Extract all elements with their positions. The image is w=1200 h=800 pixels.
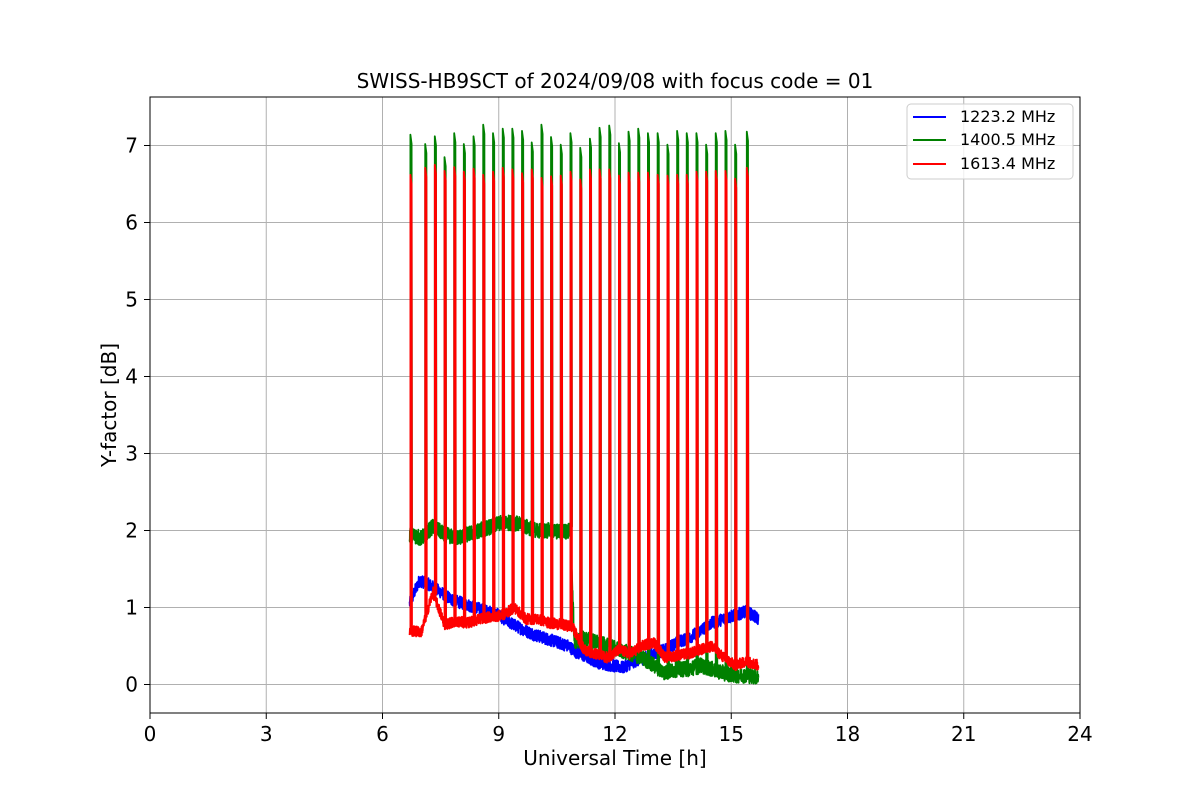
y-axis-label: Y-factor [dB] <box>97 343 121 468</box>
x-tick-label: 15 <box>719 722 744 746</box>
legend: 1223.2 MHz 1400.5 MHz 1613.4 MHz <box>906 103 1074 180</box>
x-tick-label: 0 <box>144 722 157 746</box>
y-tick-label: 4 <box>125 365 138 389</box>
x-tick-label: 9 <box>492 722 505 746</box>
y-tick-label: 3 <box>125 442 138 466</box>
y-tick-label: 0 <box>125 673 138 697</box>
x-tick-label: 18 <box>835 722 860 746</box>
series-layer <box>408 123 760 685</box>
y-tick-label: 5 <box>125 288 138 312</box>
series-line-12232 <box>408 575 760 674</box>
x-tick-label: 12 <box>602 722 627 746</box>
legend-label-1223: 1223.2 MHz <box>960 107 1055 126</box>
legend-frame <box>906 103 1074 180</box>
series-line-16134 <box>408 163 760 672</box>
chart-title: SWISS-HB9SCT of 2024/09/08 with focus co… <box>357 69 874 93</box>
x-axis-label: Universal Time [h] <box>523 746 706 770</box>
series-line-14005 <box>408 123 760 685</box>
legend-label-1613: 1613.4 MHz <box>960 154 1055 173</box>
y-tick-label: 7 <box>125 134 138 158</box>
y-tick-label: 2 <box>125 519 138 543</box>
x-tick-label: 24 <box>1067 722 1092 746</box>
x-tick-label: 3 <box>260 722 273 746</box>
x-tick-label: 6 <box>376 722 389 746</box>
y-tick-label: 6 <box>125 211 138 235</box>
legend-label-1400: 1400.5 MHz <box>960 130 1055 149</box>
y-tick-label: 1 <box>125 596 138 620</box>
x-tick-label: 21 <box>951 722 976 746</box>
